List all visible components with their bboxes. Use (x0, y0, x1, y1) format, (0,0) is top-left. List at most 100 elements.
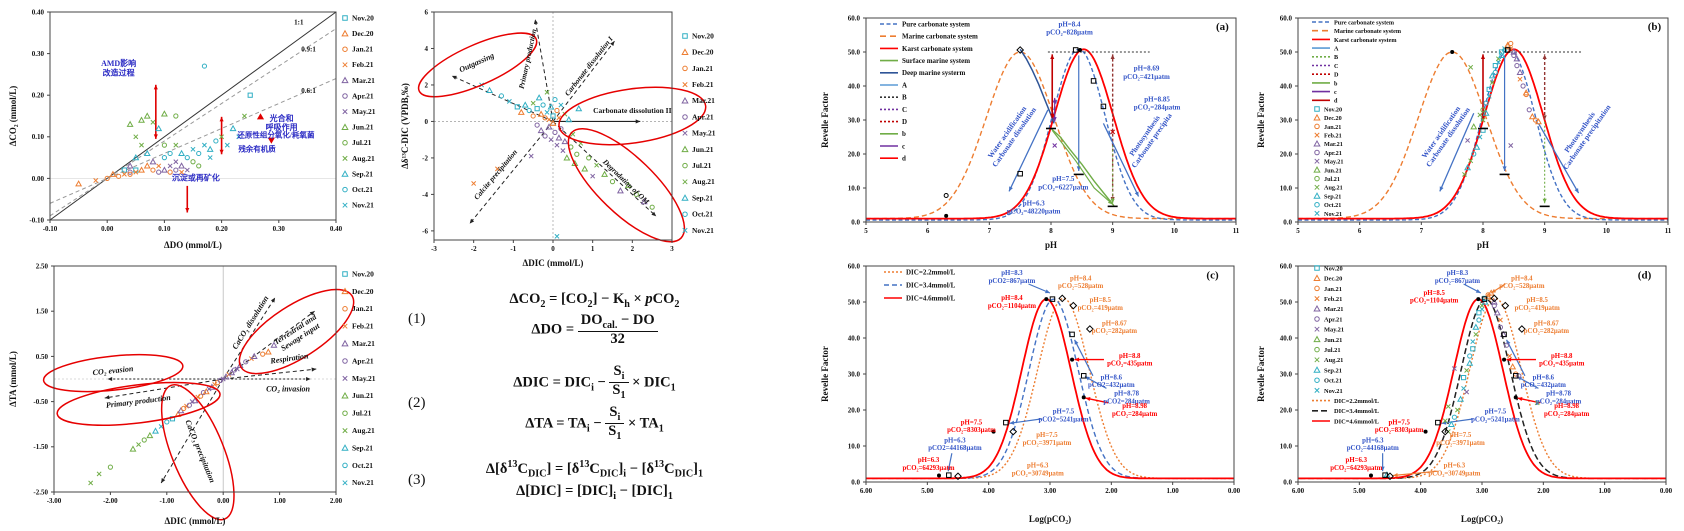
data-point (129, 445, 137, 452)
line (530, 100, 536, 106)
circle (1514, 63, 1520, 69)
legend-label: Aug.21 (352, 154, 375, 163)
line (1314, 158, 1320, 164)
key-marker (267, 137, 275, 144)
legend-label: Mar.21 (352, 339, 375, 348)
data-point (201, 142, 207, 148)
circle (201, 63, 208, 69)
legend-label: B (902, 94, 907, 102)
polygon (228, 369, 236, 376)
data-point (150, 119, 156, 125)
polygon (1528, 112, 1536, 120)
annotation: pH=6.3 pCO₂=64293μatm (903, 457, 955, 472)
annotation-arrow (1051, 129, 1114, 205)
annotation: pH=8.5 pCO₂=1104μatm (1410, 290, 1459, 305)
circle (1044, 297, 1049, 302)
legend-label: Jul.21 (1324, 347, 1341, 354)
rect (1049, 296, 1056, 302)
data-point (1464, 389, 1470, 395)
rect (946, 472, 952, 478)
line (212, 381, 218, 387)
polygon (681, 96, 689, 104)
line (1455, 407, 1460, 413)
key-marker (1481, 296, 1488, 302)
x-tick-label: 2.00 (1537, 487, 1550, 495)
data-point (196, 150, 202, 157)
annotation: pH=6.3 pCO₂=30749μatm (1428, 463, 1480, 478)
data-point (198, 393, 204, 399)
data-point (534, 106, 540, 112)
x-tick-label: -3.00 (47, 497, 62, 505)
data-point (156, 169, 162, 175)
polygon (341, 170, 349, 177)
legend-marker (1314, 201, 1320, 208)
x-tick-label: 0.00 (1660, 487, 1673, 495)
x-tick-label: 0 (551, 245, 555, 253)
data-point (224, 142, 230, 148)
x-axis-title: pH (1477, 240, 1489, 250)
legend-marker (342, 93, 348, 99)
rect (1492, 63, 1498, 69)
polygon (155, 124, 163, 132)
polygon (537, 126, 545, 134)
circle (1314, 201, 1320, 208)
x-tick-label: 4.00 (983, 487, 996, 495)
legend-label: d (1334, 98, 1338, 105)
data-point (141, 437, 147, 443)
x-tick-label: 3 (670, 245, 674, 253)
data-point (471, 181, 477, 186)
line (594, 162, 600, 168)
annotation: pH=7.5 pCO₂=3971μatm (1023, 432, 1072, 447)
circle (342, 186, 348, 193)
circle (649, 204, 655, 210)
arrowhead (311, 367, 317, 372)
key-marker (936, 473, 941, 478)
data-point (109, 170, 117, 177)
polygon (1313, 113, 1321, 121)
annotation: Respiration (269, 351, 310, 365)
line (1314, 295, 1320, 302)
line (1534, 400, 1540, 406)
legend-label: c (902, 142, 905, 150)
x-tick-label: 3.00 (1044, 487, 1057, 495)
data-point (138, 116, 145, 123)
x-tick-label: 0.00 (101, 225, 114, 233)
polygon (565, 115, 573, 123)
x-axis-title: ΔDIC (mmol/L) (523, 258, 584, 268)
line (1508, 143, 1514, 148)
circle (1523, 91, 1529, 98)
rect (1017, 170, 1023, 177)
circle (167, 169, 173, 175)
arrowhead (153, 84, 158, 90)
y-axis-title: Revelle Factor (820, 92, 830, 148)
x-tick-label: 5.00 (921, 487, 934, 495)
data-point (164, 419, 170, 425)
x-tick-label: 10 (1603, 227, 1611, 235)
line (1451, 366, 1457, 372)
circle (1476, 317, 1482, 323)
x-tick-label: -1 (510, 245, 516, 253)
line (190, 146, 196, 152)
line (1517, 76, 1523, 82)
legend-label: May.21 (352, 374, 376, 383)
y-tick-label: 40.0 (848, 82, 861, 90)
highlight-ellipse (417, 32, 538, 98)
y-tick-label: 0.0 (851, 478, 860, 486)
annotation-arrow (1537, 123, 1580, 194)
legend-label: May.21 (692, 129, 716, 138)
line (167, 163, 173, 169)
line (554, 233, 560, 239)
circle (1476, 297, 1481, 302)
legend-marker (342, 271, 348, 277)
legend-marker (342, 202, 348, 208)
data-point (229, 124, 237, 132)
data-point (121, 167, 127, 173)
polygon (555, 134, 563, 141)
polygon (563, 154, 571, 161)
rect (1476, 310, 1482, 316)
legend-marker (1313, 274, 1321, 281)
line (1314, 132, 1320, 138)
line (495, 166, 500, 172)
arrowhead (651, 211, 657, 217)
line (207, 155, 213, 161)
